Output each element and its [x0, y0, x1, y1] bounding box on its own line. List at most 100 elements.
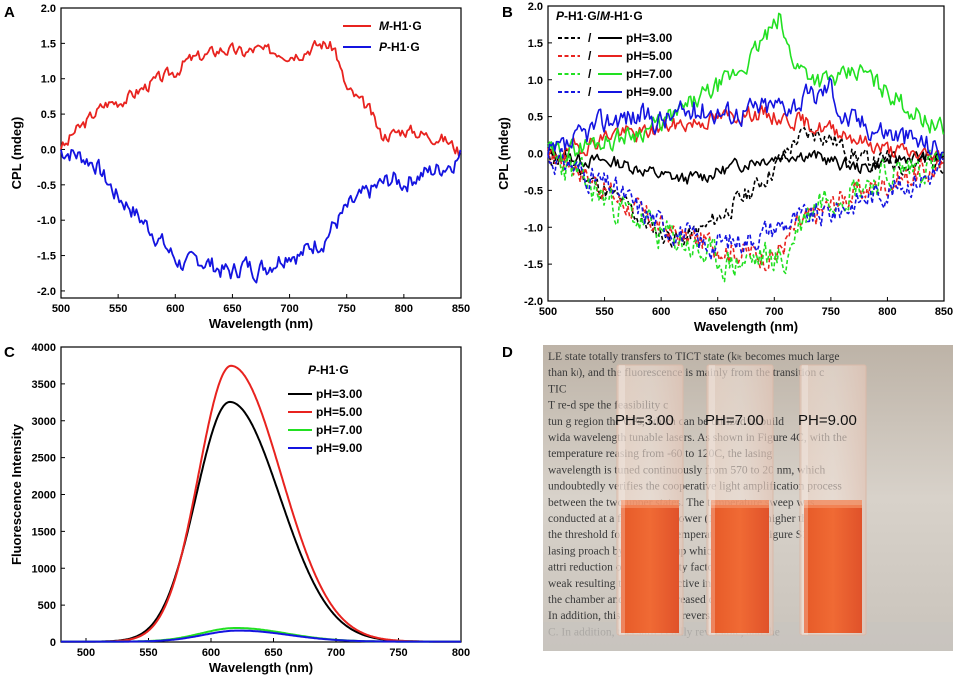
chart-a-xlabel: Wavelength (nm) [209, 316, 313, 331]
chart-c-ytick-label: 0 [50, 637, 56, 649]
chart-b-legend-label: pH=5.00 [626, 49, 673, 63]
chart-b-legend-slash: / [588, 49, 592, 63]
chart-a-xtick-label: 700 [280, 303, 298, 315]
chart-b-legend-label: pH=7.00 [626, 67, 673, 81]
chart-b-ytick-label: -1.0 [524, 222, 543, 234]
chart-c-legend-title: P-H1·G [308, 363, 349, 377]
cuvette-highlight [802, 365, 808, 635]
chart-a-series-line [60, 149, 462, 284]
chart-c-ylabel: Fluorescence Intensity [9, 423, 24, 565]
cuvette-liquid [804, 505, 862, 633]
chart-c-ytick-label: 2000 [32, 490, 56, 502]
chart-a-series-line [60, 40, 462, 157]
chart-b-ytick-label: -0.5 [524, 185, 543, 197]
chart-c-series-line [61, 629, 461, 643]
chart-a-ytick-label: -1.0 [37, 215, 56, 227]
chart-b-series-line [547, 77, 944, 162]
chart-c-ytick-label: 2500 [32, 453, 56, 465]
chart-a-ytick-label: -2.0 [37, 286, 56, 298]
chart-b-legend-slash: / [588, 85, 592, 99]
panel-letter-b: B [502, 4, 513, 21]
chart-b-ytick-label: 2.0 [528, 1, 543, 13]
cuvette-photo: LE state totally transfers to TICT state… [543, 345, 953, 651]
chart-b-ylabel: CPL (mdeg) [496, 117, 511, 190]
chart-c-xtick-label: 500 [77, 647, 95, 659]
chart-c-legend-label: pH=3.00 [316, 387, 363, 401]
cuvette-meniscus [804, 500, 862, 508]
panel-letter-c: C [4, 344, 15, 361]
chart-b-series-line [547, 12, 945, 163]
chart-c-plot-frame [60, 346, 462, 643]
cuvette-highlight [709, 365, 715, 635]
panel-letter-a: A [4, 4, 15, 21]
chart-a-ytick-label: 1.0 [41, 74, 56, 86]
chart-b-xtick-label: 850 [935, 306, 953, 318]
chart-b-ytick-label: -2.0 [524, 296, 543, 308]
chart-c-xtick-label: 650 [264, 647, 282, 659]
chart-c-xtick-label: 600 [202, 647, 220, 659]
chart-b-xlabel: Wavelength (nm) [694, 319, 798, 334]
book-text-line: TIC [548, 383, 567, 395]
chart-b: 500 550 600 650 700 750 800 850 -2.0 -1.5 -1.0 -0.5… [496, 1, 953, 334]
chart-c-ytick-label: 500 [38, 600, 56, 612]
chart-c-series-line [61, 400, 461, 643]
book-text-line: undoubtedly verifies the cooperative lig… [548, 481, 842, 493]
cuvette-highlight [619, 365, 625, 635]
cuvette-label: PH=9.00 [798, 412, 857, 429]
book-text-line: than kₗ), and the fluorescence is mainly… [548, 367, 824, 379]
chart-c-ytick-label: 3000 [32, 416, 56, 428]
chart-b-xtick-label: 700 [765, 306, 783, 318]
chart-a-xtick-label: 750 [338, 303, 356, 315]
chart-c-xtick-label: 800 [452, 647, 470, 659]
chart-a-ytick-label: 2.0 [41, 3, 56, 15]
chart-a-ytick-label: 1.5 [41, 38, 56, 50]
chart-b-legend-label: pH=3.00 [626, 31, 673, 45]
chart-a-ylabel: CPL (mdeg) [9, 117, 24, 190]
chart-c-series-line [61, 364, 461, 643]
chart-a-xtick-label: 500 [52, 303, 70, 315]
chart-a: 500 550 600 650 700 750 800 850 -2.0 -1.5 -1.0 -0.5… [9, 3, 470, 331]
chart-c-xtick-label: 550 [139, 647, 157, 659]
chart-c-ytick-label: 1000 [32, 563, 56, 575]
chart-c: 500 550 600 650 700 750 800 0 500 1000 1500 2000 250… [9, 342, 470, 675]
chart-b-xtick-label: 800 [878, 306, 896, 318]
chart-c-ytick-label: 1500 [32, 526, 56, 538]
chart-c-ytick-label: 3500 [32, 379, 56, 391]
cuvette-meniscus [621, 500, 679, 508]
chart-b-xtick-label: 650 [709, 306, 727, 318]
chart-b-ytick-label: 1.0 [528, 75, 543, 87]
chart-b-xtick-label: 750 [822, 306, 840, 318]
chart-b-legend-label: pH=9.00 [626, 85, 673, 99]
chart-b-ytick-label: 0.5 [528, 112, 543, 124]
cuvette-meniscus [711, 500, 769, 508]
chart-a-ytick-label: -0.5 [37, 180, 56, 192]
chart-c-legend-label: pH=7.00 [316, 423, 363, 437]
chart-c-legend-label: pH=5.00 [316, 405, 363, 419]
chart-a-xtick-label: 850 [452, 303, 470, 315]
chart-c-ytick-label: 4000 [32, 342, 56, 354]
chart-c-xtick-label: 750 [389, 647, 407, 659]
chart-b-ytick-label: 0.0 [528, 149, 543, 161]
book-text-line: wavelength is tuned continuously from 57… [548, 464, 825, 476]
chart-a-xtick-label: 650 [223, 303, 241, 315]
chart-b-xtick-label: 550 [595, 306, 613, 318]
chart-b-xtick-label: 500 [539, 306, 557, 318]
chart-a-legend-label: P-H1·G [379, 40, 420, 54]
chart-c-xtick-label: 700 [327, 647, 345, 659]
chart-a-legend-label: M-H1·G [379, 19, 422, 33]
chart-b-legend-slash: / [588, 31, 592, 45]
cuvette-label: PH=3.00 [615, 412, 674, 429]
chart-b-legend-slash: / [588, 67, 592, 81]
chart-b-ytick-label: -1.5 [524, 259, 543, 271]
book-text-line: the threshold for the entire temperature… [548, 529, 841, 541]
chart-a-ytick-label: -1.5 [37, 251, 56, 263]
chart-a-xtick-label: 600 [166, 303, 184, 315]
cuvette-label: PH=7.00 [705, 412, 764, 429]
chart-a-xtick-label: 550 [109, 303, 127, 315]
chart-b-legend-title: P-H1·G/M-H1·G [556, 9, 643, 23]
cuvette-liquid [621, 505, 679, 633]
chart-a-ytick-label: 0.0 [41, 144, 56, 156]
chart-a-ytick-label: 0.5 [41, 109, 56, 121]
chart-b-series-line [547, 148, 944, 185]
